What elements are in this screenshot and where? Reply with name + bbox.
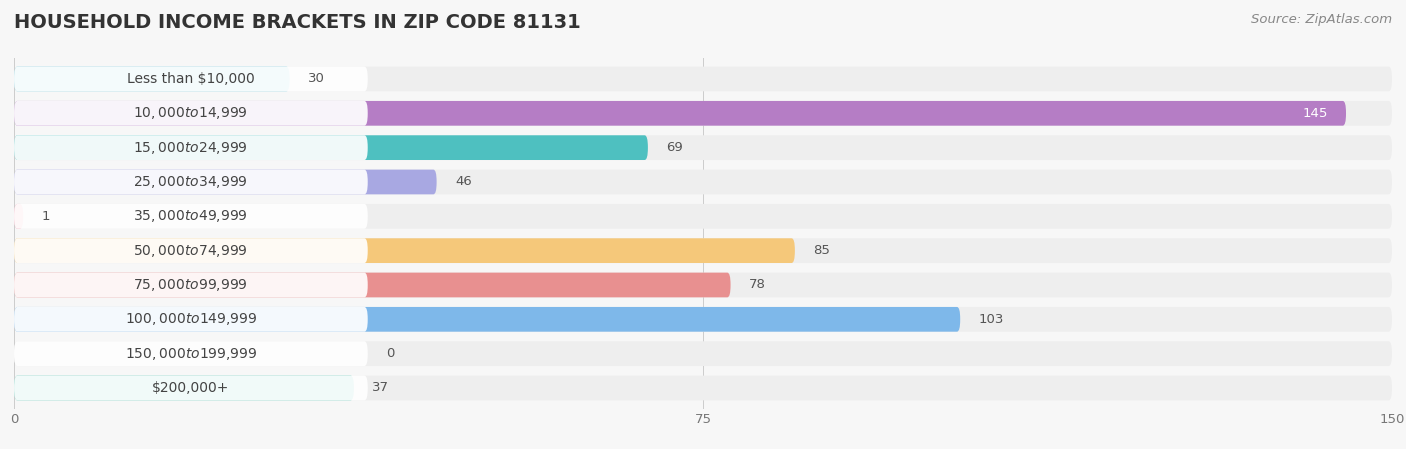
FancyBboxPatch shape — [14, 238, 368, 263]
FancyBboxPatch shape — [14, 376, 354, 401]
FancyBboxPatch shape — [14, 170, 437, 194]
Text: Less than $10,000: Less than $10,000 — [127, 72, 254, 86]
FancyBboxPatch shape — [14, 376, 368, 401]
Text: $10,000 to $14,999: $10,000 to $14,999 — [134, 106, 249, 121]
Text: $100,000 to $149,999: $100,000 to $149,999 — [125, 311, 257, 327]
Text: 85: 85 — [813, 244, 830, 257]
FancyBboxPatch shape — [14, 170, 1392, 194]
Text: $50,000 to $74,999: $50,000 to $74,999 — [134, 242, 249, 259]
Text: 46: 46 — [456, 176, 472, 189]
FancyBboxPatch shape — [14, 341, 1392, 366]
FancyBboxPatch shape — [14, 204, 1392, 229]
FancyBboxPatch shape — [14, 273, 1392, 297]
FancyBboxPatch shape — [14, 101, 1346, 126]
FancyBboxPatch shape — [14, 66, 368, 91]
FancyBboxPatch shape — [14, 66, 290, 91]
FancyBboxPatch shape — [14, 273, 368, 297]
FancyBboxPatch shape — [14, 204, 24, 229]
FancyBboxPatch shape — [14, 273, 731, 297]
Text: 1: 1 — [42, 210, 51, 223]
Text: $15,000 to $24,999: $15,000 to $24,999 — [134, 140, 249, 156]
FancyBboxPatch shape — [14, 101, 1392, 126]
FancyBboxPatch shape — [14, 307, 1392, 332]
Text: $25,000 to $34,999: $25,000 to $34,999 — [134, 174, 249, 190]
FancyBboxPatch shape — [14, 101, 368, 126]
FancyBboxPatch shape — [14, 170, 368, 194]
Text: $75,000 to $99,999: $75,000 to $99,999 — [134, 277, 249, 293]
Text: $200,000+: $200,000+ — [152, 381, 229, 395]
Text: 30: 30 — [308, 72, 325, 85]
FancyBboxPatch shape — [14, 135, 648, 160]
Text: 103: 103 — [979, 313, 1004, 326]
FancyBboxPatch shape — [14, 238, 1392, 263]
FancyBboxPatch shape — [14, 135, 368, 160]
Text: 69: 69 — [666, 141, 683, 154]
FancyBboxPatch shape — [14, 135, 1392, 160]
Text: 0: 0 — [387, 347, 395, 360]
Text: 145: 145 — [1302, 107, 1327, 120]
FancyBboxPatch shape — [14, 307, 368, 332]
FancyBboxPatch shape — [14, 238, 794, 263]
FancyBboxPatch shape — [14, 376, 1392, 401]
Text: $35,000 to $49,999: $35,000 to $49,999 — [134, 208, 249, 224]
FancyBboxPatch shape — [14, 307, 960, 332]
Text: HOUSEHOLD INCOME BRACKETS IN ZIP CODE 81131: HOUSEHOLD INCOME BRACKETS IN ZIP CODE 81… — [14, 13, 581, 32]
Text: 78: 78 — [749, 278, 766, 291]
FancyBboxPatch shape — [14, 341, 368, 366]
Text: $150,000 to $199,999: $150,000 to $199,999 — [125, 346, 257, 361]
FancyBboxPatch shape — [14, 66, 1392, 91]
Text: 37: 37 — [373, 382, 389, 395]
FancyBboxPatch shape — [14, 204, 368, 229]
Text: Source: ZipAtlas.com: Source: ZipAtlas.com — [1251, 13, 1392, 26]
